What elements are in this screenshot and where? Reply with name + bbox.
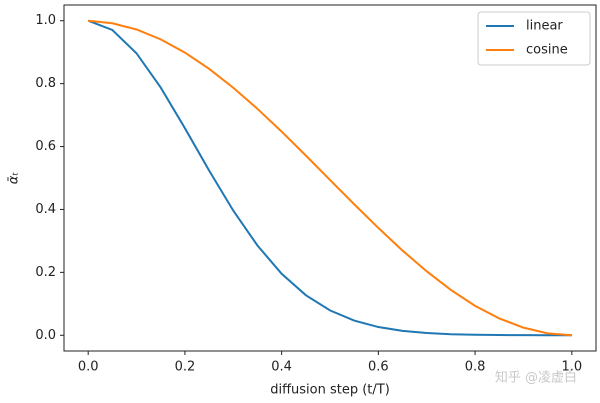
x-tick-label: 0.0 <box>78 360 99 375</box>
x-tick-label: 0.8 <box>465 360 486 375</box>
y-tick-label: 0.8 <box>35 76 56 91</box>
x-tick-label: 0.4 <box>271 360 292 375</box>
y-axis-label: ᾱₜ <box>7 172 22 185</box>
y-tick-label: 0.2 <box>35 265 56 280</box>
legend-label: linear <box>526 19 563 34</box>
y-tick-label: 1.0 <box>35 13 56 28</box>
y-tick-label: 0.0 <box>35 328 56 343</box>
x-axis-label: diffusion step (t/T) <box>270 383 390 398</box>
legend-label: cosine <box>526 43 568 58</box>
x-tick-label: 0.2 <box>175 360 196 375</box>
line <box>88 19 572 337</box>
x-tick-label: 1.0 <box>561 360 582 375</box>
watermark: 知乎 @凌虚白 <box>495 370 577 386</box>
plot-frame <box>63 4 597 352</box>
y-tick-label: 0.6 <box>35 139 56 154</box>
x-tick-label: 0.6 <box>368 360 389 375</box>
y-tick-label: 0.4 <box>35 202 56 217</box>
line <box>87 19 572 337</box>
